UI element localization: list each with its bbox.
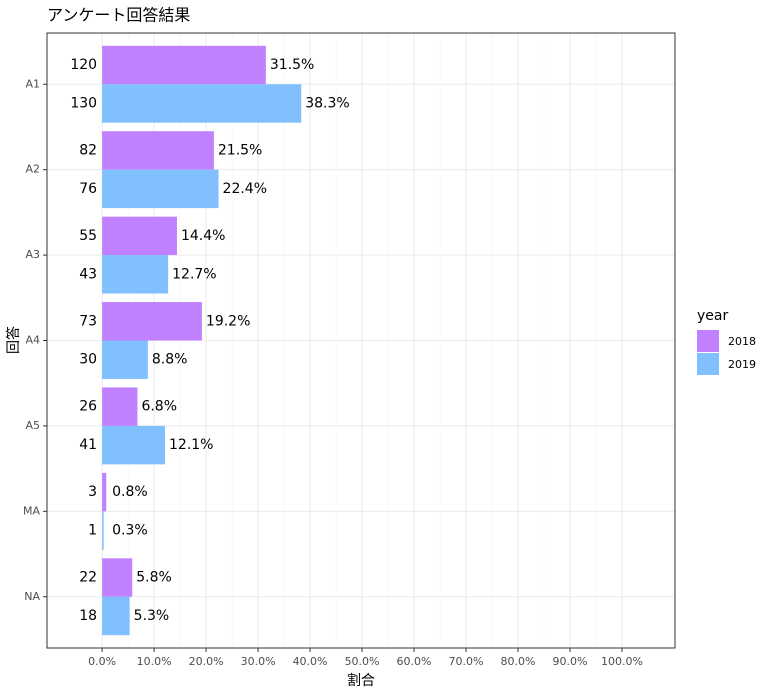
x-tick-label: 0.0% xyxy=(88,655,116,668)
count-label: 73 xyxy=(79,313,97,329)
count-label: 76 xyxy=(79,181,97,197)
value-label: 14.4% xyxy=(181,228,225,244)
y-tick-label: A1 xyxy=(25,77,40,90)
count-label: 18 xyxy=(79,608,97,624)
chart-title: アンケート回答結果 xyxy=(47,6,190,25)
legend-key xyxy=(697,330,719,352)
count-label: 43 xyxy=(79,266,97,282)
count-label: 3 xyxy=(88,484,97,500)
x-tick-label: 20.0% xyxy=(189,655,224,668)
y-tick-label: NA xyxy=(24,590,40,603)
y-tick-label: A2 xyxy=(25,163,40,176)
bar xyxy=(102,255,169,294)
x-tick-label: 40.0% xyxy=(293,655,328,668)
bar xyxy=(102,302,202,341)
x-axis-label: 割合 xyxy=(347,672,375,689)
x-tick-label: 50.0% xyxy=(345,655,380,668)
bar xyxy=(102,131,214,170)
count-label: 130 xyxy=(70,95,97,111)
count-label: 22 xyxy=(79,570,97,586)
x-tick-label: 30.0% xyxy=(241,655,276,668)
value-label: 19.2% xyxy=(206,313,250,329)
value-label: 0.8% xyxy=(112,484,148,500)
bar xyxy=(102,596,130,636)
value-label: 12.7% xyxy=(172,266,216,282)
legend-label: 2018 xyxy=(728,335,756,348)
y-tick-label: A5 xyxy=(25,419,40,432)
value-label: 0.3% xyxy=(112,523,148,539)
x-tick-label: 60.0% xyxy=(397,655,432,668)
value-label: 6.8% xyxy=(141,399,177,415)
count-label: 26 xyxy=(79,399,97,415)
x-tick-label: 100.0% xyxy=(601,655,643,668)
value-label: 38.3% xyxy=(305,95,349,111)
x-tick-label: 80.0% xyxy=(501,655,536,668)
count-label: 1 xyxy=(88,523,97,539)
bar xyxy=(102,511,104,550)
bar xyxy=(102,558,133,597)
value-label: 5.3% xyxy=(134,608,170,624)
value-label: 12.1% xyxy=(169,437,213,453)
bar xyxy=(102,340,148,379)
bar xyxy=(102,387,138,426)
value-label: 5.8% xyxy=(136,570,172,586)
x-tick-label: 90.0% xyxy=(553,655,588,668)
legend-label: 2019 xyxy=(728,358,756,371)
bar xyxy=(102,169,219,209)
y-tick-label: A4 xyxy=(25,334,40,347)
count-label: 30 xyxy=(79,352,97,368)
bar xyxy=(102,45,266,85)
y-tick-label: A3 xyxy=(25,248,40,261)
legend-title: year xyxy=(697,308,728,324)
bar xyxy=(102,472,107,512)
count-label: 82 xyxy=(79,142,97,158)
count-label: 120 xyxy=(70,57,97,73)
panel-border xyxy=(46,32,676,649)
x-tick-label: 70.0% xyxy=(449,655,484,668)
value-label: 21.5% xyxy=(218,142,262,158)
value-label: 22.4% xyxy=(223,181,267,197)
y-axis-label: 回答 xyxy=(5,326,22,354)
bar xyxy=(102,84,302,123)
bar xyxy=(102,425,166,465)
count-label: 55 xyxy=(79,228,97,244)
bar xyxy=(102,216,177,256)
y-tick-label: MA xyxy=(23,504,40,517)
legend-key xyxy=(697,353,719,375)
x-tick-label: 10.0% xyxy=(137,655,172,668)
value-label: 31.5% xyxy=(270,57,314,73)
count-label: 41 xyxy=(79,437,97,453)
value-label: 8.8% xyxy=(152,352,188,368)
